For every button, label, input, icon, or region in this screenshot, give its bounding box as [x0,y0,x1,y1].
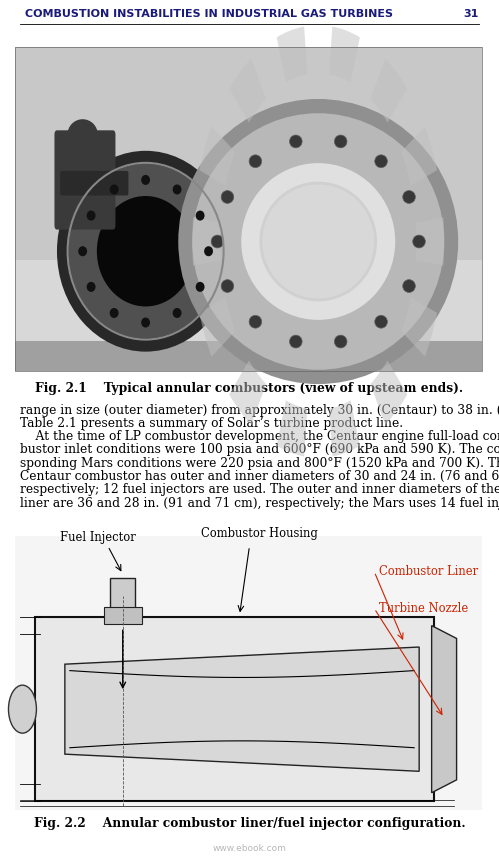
Ellipse shape [87,282,95,292]
Ellipse shape [249,155,261,168]
Ellipse shape [173,308,182,318]
Text: Centaur combustor has outer and inner diameters of 30 and 24 in. (76 and 61 cm),: Centaur combustor has outer and inner di… [20,470,499,483]
Ellipse shape [221,279,234,292]
Wedge shape [329,400,360,457]
Bar [35,617,434,801]
Ellipse shape [196,211,205,220]
Polygon shape [432,626,457,793]
Ellipse shape [334,135,347,148]
Ellipse shape [403,190,415,203]
Ellipse shape [211,235,224,248]
Ellipse shape [173,184,182,195]
Bar [15,536,482,810]
Ellipse shape [375,155,387,168]
Ellipse shape [57,151,234,351]
Text: respectively; 12 fuel injectors are used. The outer and inner diameters of the M: respectively; 12 fuel injectors are used… [20,483,499,496]
Ellipse shape [178,99,458,384]
Wedge shape [229,58,266,123]
Ellipse shape [262,184,374,298]
Ellipse shape [68,164,223,339]
Text: www.ebook.com: www.ebook.com [213,843,286,853]
Wedge shape [192,218,221,266]
Ellipse shape [221,190,234,203]
Bar [15,47,482,260]
FancyBboxPatch shape [60,171,128,195]
Ellipse shape [196,282,205,292]
FancyBboxPatch shape [54,130,115,230]
Wedge shape [416,218,444,266]
Ellipse shape [241,163,395,320]
Ellipse shape [249,315,261,328]
Wedge shape [276,27,307,82]
Text: Combustor Liner: Combustor Liner [379,565,479,578]
Text: Fig. 2.2    Annular combustor liner/fuel injector configuration.: Fig. 2.2 Annular combustor liner/fuel in… [34,817,465,830]
Text: bustor inlet conditions were 100 psia and 600°F (690 kPa and 590 K). The corre-: bustor inlet conditions were 100 psia an… [20,444,499,457]
Wedge shape [401,297,437,357]
Ellipse shape [192,113,444,369]
Ellipse shape [375,315,387,328]
Ellipse shape [87,211,95,220]
Circle shape [8,686,36,734]
Wedge shape [401,126,437,186]
Bar [110,578,135,621]
Polygon shape [65,647,419,771]
Ellipse shape [259,182,377,302]
Wedge shape [370,361,407,425]
Ellipse shape [204,246,213,256]
Text: COMBUSTION INSTABILITIES IN INDUSTRIAL GAS TURBINES: COMBUSTION INSTABILITIES IN INDUSTRIAL G… [25,9,393,19]
Text: Turbine Nozzle: Turbine Nozzle [379,602,469,615]
Text: At the time of LP combustor development, the Centaur engine full-load com-: At the time of LP combustor development,… [20,430,499,443]
Bar [104,607,142,624]
Ellipse shape [289,335,302,348]
Bar [15,47,482,371]
Ellipse shape [141,175,150,185]
Text: liner are 36 and 28 in. (91 and 71 cm), respectively; the Mars uses 14 fuel inje: liner are 36 and 28 in. (91 and 71 cm), … [20,497,499,510]
Bar [15,47,482,371]
Text: Combustor Housing: Combustor Housing [201,527,318,540]
Ellipse shape [78,246,87,256]
Ellipse shape [97,196,195,307]
Text: Table 2.1 presents a summary of Solar’s turbine product line.: Table 2.1 presents a summary of Solar’s … [20,417,403,430]
Text: Fig. 2.1    Typical annular combustors (view of upsteam ends).: Fig. 2.1 Typical annular combustors (vie… [35,382,464,395]
Ellipse shape [67,119,98,150]
Wedge shape [329,27,360,82]
Wedge shape [199,297,235,357]
Ellipse shape [334,335,347,348]
Text: range in size (outer diameter) from approximately 30 in. (Centaur) to 38 in. (Ti: range in size (outer diameter) from appr… [20,404,499,417]
Ellipse shape [403,279,415,292]
Ellipse shape [289,135,302,148]
Bar [15,341,482,371]
Ellipse shape [141,317,150,327]
Ellipse shape [110,184,119,195]
Ellipse shape [413,235,425,248]
Wedge shape [199,126,235,186]
Text: Fuel Injector: Fuel Injector [60,531,136,544]
Wedge shape [276,400,307,457]
Text: sponding Mars conditions were 220 psia and 800°F (1520 kPa and 700 K). The: sponding Mars conditions were 220 psia a… [20,457,499,470]
Wedge shape [370,58,407,123]
Text: 31: 31 [464,9,479,19]
Wedge shape [229,361,266,425]
Ellipse shape [110,308,119,318]
